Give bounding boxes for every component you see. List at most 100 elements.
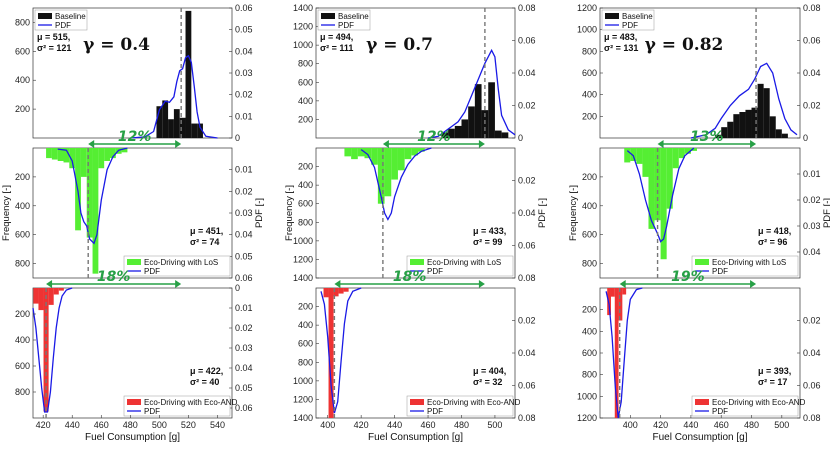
freq-tick-label: 200 [15, 104, 30, 114]
legend-box [406, 255, 514, 277]
freq-tick-label: 600 [582, 348, 597, 358]
x-tick-label: 460 [714, 420, 729, 430]
legend-swatch-bars [695, 399, 709, 405]
x-tick-label: 520 [181, 420, 196, 430]
bar-8 [672, 148, 679, 169]
ylabel-frequency: Frequency [-] [568, 185, 579, 241]
pdf-tick-label: 0.03 [235, 343, 253, 353]
freq-tick-label: 800 [298, 357, 313, 367]
bar-3 [48, 288, 54, 305]
pdf-tick-label: 0 [235, 283, 240, 293]
freq-tick-label: 1000 [577, 25, 597, 35]
stat-mean: μ = 515, [37, 32, 70, 42]
stat-mean: μ = 483, [604, 32, 637, 42]
freq-tick-label: 800 [15, 17, 30, 27]
bar-2 [636, 148, 643, 164]
bar-3 [461, 119, 469, 138]
bar-0 [323, 288, 329, 298]
panel-2-eco-driving-with-los: 200 400 600 800 0.01 0.02 0.03 0.04 Frequency [-… [568, 147, 830, 279]
legend-label-pdf: PDF [712, 267, 728, 276]
pdf-curve [605, 287, 643, 419]
stat-variance: σ² = 40 [190, 377, 219, 387]
legend-label-bars: Eco-Driving with LoS [427, 258, 501, 267]
stat-variance: σ² = 121 [37, 43, 71, 53]
panel-1-baseline: 200 400 600 800 0 0.01 0.02 0.03 0.04 0.05 0.06 Bas… [15, 3, 253, 143]
reduction-label: 18% [97, 269, 131, 285]
legend-box [406, 395, 514, 417]
bar-5 [58, 288, 64, 291]
stat-mean: μ = 393, [758, 366, 791, 376]
freq-tick-label: 400 [298, 320, 313, 330]
pdf-tick-label: 0.06 [235, 3, 253, 13]
bar-0 [715, 134, 722, 138]
panel-2-eco-driving-with-los: 200 400 600 800 0.01 0.02 0.03 0.04 0.05 0.06 Freq… [1, 147, 265, 283]
bar-3 [63, 148, 70, 163]
freq-tick-label: 1400 [293, 413, 313, 423]
bar-0 [441, 132, 449, 138]
chart-column-2: 200 400 600 800 1000 1200 1400 0 0.02 0.04 0.06 0.0… [284, 3, 548, 443]
bar-3 [618, 288, 623, 321]
bar-4 [468, 106, 475, 138]
pdf-tick-label: 0.08 [518, 413, 536, 423]
panel-1-baseline: 200 400 600 800 1000 1200 1400 0 0.02 0.04 0.06 0.0… [293, 3, 536, 143]
bar-9 [501, 132, 509, 138]
x-tick-label: 440 [65, 420, 80, 430]
freq-tick-label: 1000 [293, 376, 313, 386]
reduction-label: 12% [118, 129, 152, 145]
freq-tick-label: 400 [298, 180, 313, 190]
freq-tick-label: 400 [298, 96, 313, 106]
reduction-arrow-2: 19% [619, 269, 757, 288]
freq-tick-label: 600 [298, 339, 313, 349]
freq-tick-label: 1200 [293, 22, 313, 32]
pdf-tick-label: 0.08 [518, 273, 536, 283]
freq-tick-label: 1200 [577, 413, 597, 423]
freq-tick-label: 1000 [293, 40, 313, 50]
pdf-tick-label: 0.03 [235, 208, 253, 218]
bar-4 [179, 117, 186, 138]
bar-4 [622, 288, 627, 295]
bar-2 [727, 121, 734, 138]
x-tick-label: 480 [744, 420, 759, 430]
stat-mean: μ = 404, [473, 366, 506, 376]
stat-variance: σ² = 17 [758, 377, 787, 387]
bar-9 [98, 148, 105, 169]
bar-9 [404, 148, 412, 160]
bar-1 [162, 100, 169, 138]
freq-tick-label: 400 [15, 201, 30, 211]
arrow-head-right [478, 140, 485, 148]
pdf-tick-label: 0 [518, 133, 523, 143]
panel-3-eco-driving-with-eco-and: 200 400 600 800 0 0.01 0.02 0.03 0.04 0.05 0.06Eco… [15, 283, 253, 419]
legend-label-pdf: PDF [427, 407, 443, 416]
bar-8 [763, 88, 770, 138]
pdf-curve [360, 147, 432, 221]
pdf-tick-label: 0.03 [803, 221, 821, 231]
legend-swatch-bars [127, 259, 141, 265]
bar-1 [51, 148, 58, 160]
reduction-label: 13% [690, 129, 724, 145]
bar-9 [769, 116, 776, 138]
bar-6 [80, 148, 87, 177]
legend-box [123, 395, 231, 417]
freq-tick-label: 600 [15, 230, 30, 240]
panel-3-eco-driving-with-eco-and: 200400600800100012000.020.040.060.08Eco-… [577, 287, 821, 423]
freq-tick-label: 200 [298, 114, 313, 124]
arrow-head-left [46, 280, 53, 288]
legend-swatch-bars [127, 399, 141, 405]
bar-6 [660, 148, 667, 260]
pdf-tick-label: 0.02 [235, 186, 253, 196]
x-axis-label: Fuel Consumption [g] [368, 432, 463, 443]
bar-0 [344, 148, 352, 157]
stat-mean: μ = 422, [190, 366, 223, 376]
stat-mean: μ = 433, [473, 226, 506, 236]
reduction-arrow-1: 13% [657, 129, 757, 148]
bar-1 [448, 128, 455, 138]
arrow-head-left [88, 140, 95, 148]
pdf-tick-label: 0.01 [803, 169, 821, 179]
bar-8 [397, 148, 405, 171]
x-tick-label: 480 [123, 420, 138, 430]
